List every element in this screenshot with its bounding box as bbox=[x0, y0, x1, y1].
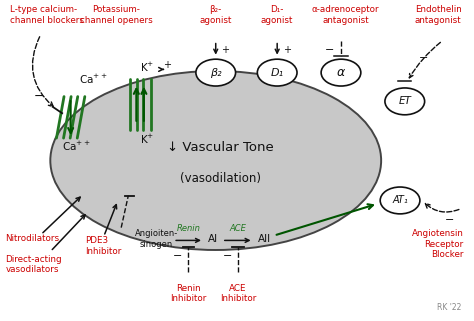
Circle shape bbox=[257, 59, 297, 86]
Text: ACE
Inhibitor: ACE Inhibitor bbox=[220, 283, 256, 303]
Text: Angioiten-
sinogen: Angioiten- sinogen bbox=[135, 229, 178, 248]
Text: Direct-acting
vasodilators: Direct-acting vasodilators bbox=[5, 255, 62, 274]
Text: +: + bbox=[163, 60, 171, 70]
Text: α: α bbox=[337, 66, 345, 79]
Text: −: − bbox=[173, 251, 182, 261]
Circle shape bbox=[380, 187, 420, 214]
Circle shape bbox=[385, 88, 425, 115]
Text: K$^{+}$: K$^{+}$ bbox=[140, 133, 155, 146]
Text: ACE: ACE bbox=[229, 224, 246, 233]
Text: Ca$^{++}$: Ca$^{++}$ bbox=[62, 140, 91, 153]
Text: K$^{+}$: K$^{+}$ bbox=[140, 61, 155, 74]
Text: Renin: Renin bbox=[176, 224, 200, 233]
Text: PDE3
Inhibitor: PDE3 Inhibitor bbox=[85, 236, 121, 256]
Text: AT₁: AT₁ bbox=[392, 195, 408, 205]
Text: AII: AII bbox=[258, 234, 271, 244]
Text: D₁-
agonist: D₁- agonist bbox=[261, 5, 293, 25]
Text: L-type calcium-
channel blockers: L-type calcium- channel blockers bbox=[10, 5, 84, 25]
Text: Potassium-
channel openers: Potassium- channel openers bbox=[80, 5, 153, 25]
Text: −: − bbox=[223, 251, 232, 261]
Text: −: − bbox=[419, 53, 428, 63]
Text: Ca$^{++}$: Ca$^{++}$ bbox=[79, 73, 107, 86]
Text: Nitrodilators: Nitrodilators bbox=[5, 234, 60, 243]
Text: α-adrenoceptor
antagonist: α-adrenoceptor antagonist bbox=[312, 5, 380, 25]
Text: Endothelin
antagonist: Endothelin antagonist bbox=[415, 5, 462, 25]
Text: (vasodilation): (vasodilation) bbox=[180, 172, 261, 185]
Text: +: + bbox=[221, 45, 229, 55]
Text: +: + bbox=[283, 45, 291, 55]
Text: AI: AI bbox=[208, 234, 219, 244]
Text: Angiotensin
Receptor
Blocker: Angiotensin Receptor Blocker bbox=[412, 229, 464, 259]
Text: −: − bbox=[34, 90, 45, 103]
Circle shape bbox=[196, 59, 236, 86]
Text: β₂: β₂ bbox=[210, 68, 221, 78]
Text: −: − bbox=[325, 45, 334, 55]
Text: RK '22: RK '22 bbox=[437, 303, 462, 312]
Ellipse shape bbox=[50, 71, 381, 250]
Text: −: − bbox=[445, 215, 455, 225]
Text: β₂-
agonist: β₂- agonist bbox=[200, 5, 232, 25]
Text: ET: ET bbox=[398, 96, 411, 106]
Text: Renin
Inhibitor: Renin Inhibitor bbox=[170, 283, 207, 303]
Text: D₁: D₁ bbox=[271, 68, 284, 78]
Text: ↓ Vascular Tone: ↓ Vascular Tone bbox=[167, 141, 274, 154]
Circle shape bbox=[321, 59, 361, 86]
